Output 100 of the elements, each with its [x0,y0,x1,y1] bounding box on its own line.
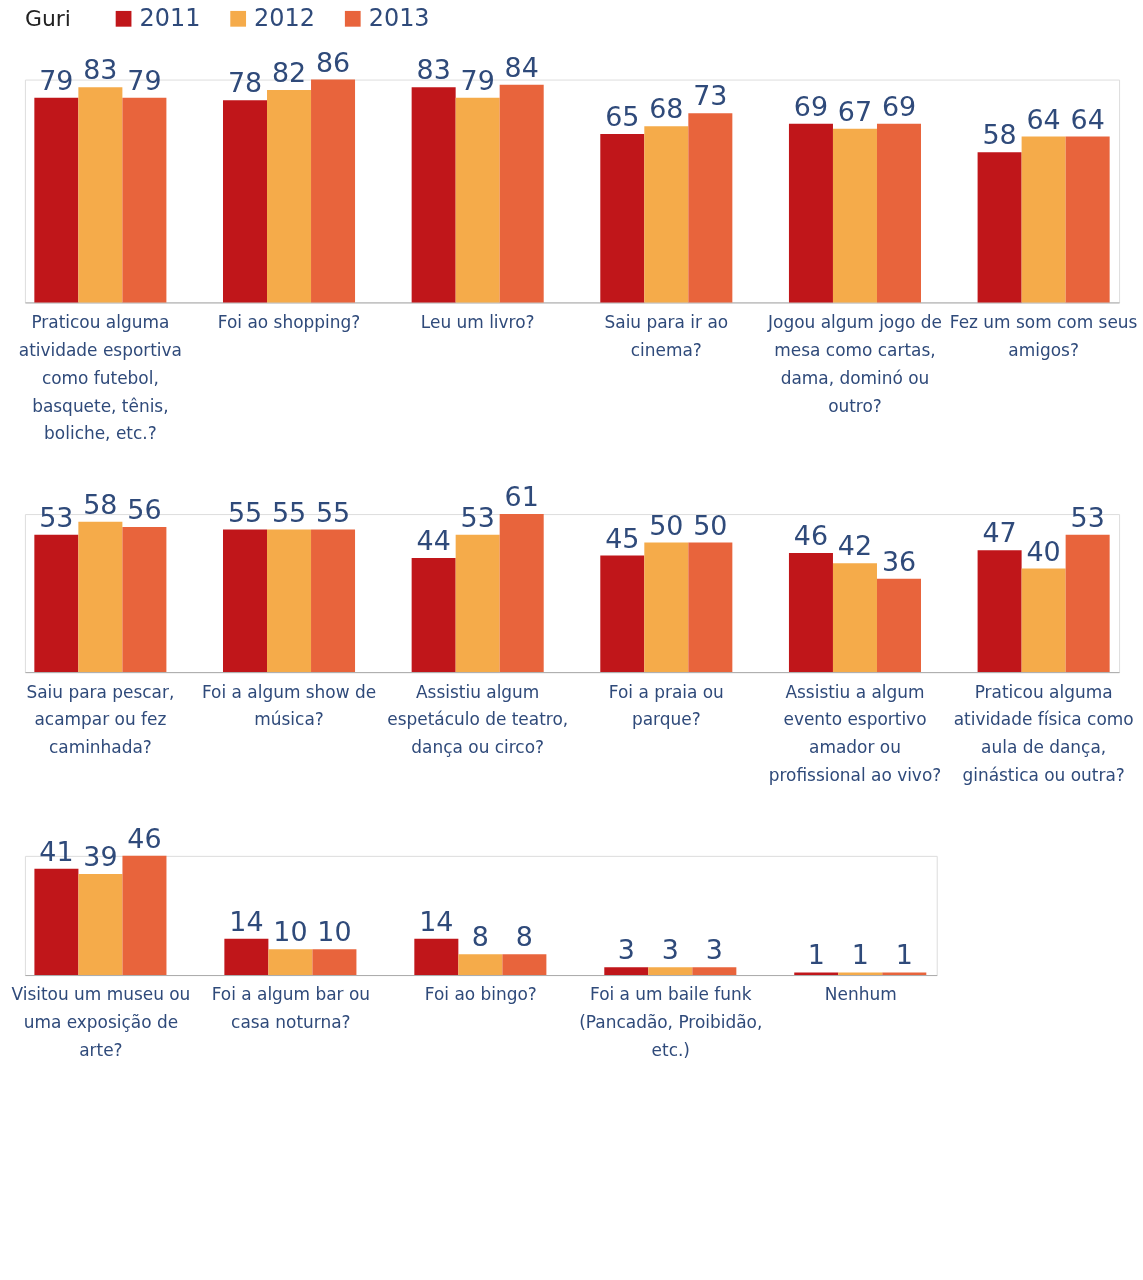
x-tick-label: Foi a algum show de música? [201,681,377,730]
data-label: 41 [39,835,74,867]
bar [688,542,733,673]
data-label: 83 [83,54,118,86]
data-label: 68 [649,93,684,125]
bar [502,954,547,976]
bar [34,868,79,976]
bar [1021,136,1066,303]
bar [788,123,833,303]
bar [1065,534,1110,673]
data-label: 10 [317,916,352,948]
data-label: 53 [460,501,495,533]
x-tick-label: Saiu para ir ao cinema? [604,311,729,360]
bar [838,972,883,976]
bar [600,555,645,673]
bar [692,967,737,976]
data-label: 86 [315,46,351,78]
data-label: 42 [837,530,873,562]
bar [311,79,356,303]
bar [1021,568,1066,673]
data-label: 79 [460,64,495,96]
bar [312,949,357,976]
data-label: 8 [515,921,533,953]
data-label: 39 [83,841,118,873]
x-tick-label: Foi a algum bar ou casa noturna? [211,984,371,1033]
bar [688,113,733,303]
x-tick-label: Fez um som com seus amigos? [949,311,1138,360]
bar [1065,136,1110,303]
bar [600,134,645,303]
bar [311,529,356,673]
data-label: 58 [982,119,1017,151]
data-label: 58 [83,488,118,520]
x-tick-label: Praticou alguma atividade esportiva como futebol, basquete, tênis, boliche, etc.? [18,311,182,444]
data-label: 45 [605,522,640,554]
bar [644,126,689,303]
data-label: 56 [127,494,162,526]
bar [224,938,269,976]
data-label: 44 [416,525,451,557]
x-tick-label: Foi a praia ou parque? [608,681,724,730]
data-label: 3 [661,934,679,966]
bar [882,972,927,976]
x-tick-label: Foi ao shopping? [217,311,361,332]
data-label: 47 [982,517,1017,549]
data-label: 84 [504,51,539,83]
data-label: 1 [851,939,869,971]
data-label: 14 [419,905,454,937]
data-label: 61 [504,481,539,513]
bar [267,529,312,673]
data-label: 10 [273,916,308,948]
data-label: 78 [227,67,263,99]
legend-title: Guri [24,5,71,31]
bar [788,552,833,673]
bar [977,550,1022,673]
bar [644,542,689,673]
x-tick-label: Jogou algum jogo de mesa como cartas, dama, dominó ou outro? [767,311,942,416]
bar [794,972,839,976]
x-tick-label: Praticou alguma atividade física como aula de dança, ginástica ou outra? [953,681,1134,786]
x-tick-label: Leu um livro? [420,311,535,332]
data-label: 3 [705,934,723,966]
data-label: 50 [649,509,684,541]
bar [411,87,456,303]
x-tick-label: Foi ao bingo? [424,984,537,1005]
data-label: 55 [271,496,307,528]
bar [223,100,268,303]
bar [876,123,921,303]
x-tick-label: Assistiu a algum evento esportivo amador ou profissional ao vivo? [768,681,942,786]
bar [832,563,877,673]
legend-label: 2011 [139,3,201,32]
bar [78,874,123,976]
bar [34,97,79,303]
x-tick-label: Assistiu algum espetáculo de teatro, dança ou circo? [387,681,569,758]
data-label: 50 [693,509,728,541]
data-label: 64 [1070,103,1105,135]
data-label: 64 [1026,103,1061,135]
legend-label: 2013 [368,3,430,32]
bar [223,529,268,673]
data-label: 73 [693,80,728,112]
bar [268,949,313,976]
data-label: 79 [127,64,162,96]
data-label: 69 [793,90,829,122]
bar [122,527,167,673]
x-tick-label: Saiu para pescar, acampar ou fez caminhada? [26,681,175,758]
bar [458,954,503,976]
data-label: 3 [617,934,635,966]
data-label: 67 [837,95,873,127]
data-label: 79 [39,64,74,96]
legend-label: 2012 [254,3,315,32]
bar [648,967,693,976]
data-label: 82 [271,56,307,88]
bar [78,521,123,673]
data-label: 46 [793,519,829,551]
bar [604,967,649,976]
bar [499,84,544,303]
x-tick-label: Visitou um museu ou uma exposição de arte? [11,984,191,1061]
bar [78,87,123,303]
bar [499,514,544,673]
data-label: 53 [39,501,74,533]
data-label: 69 [881,90,917,122]
x-tick-label: Foi a um baile funk (Pancadão, Proibidão, etc.) [579,984,763,1061]
data-label: 55 [227,496,263,528]
